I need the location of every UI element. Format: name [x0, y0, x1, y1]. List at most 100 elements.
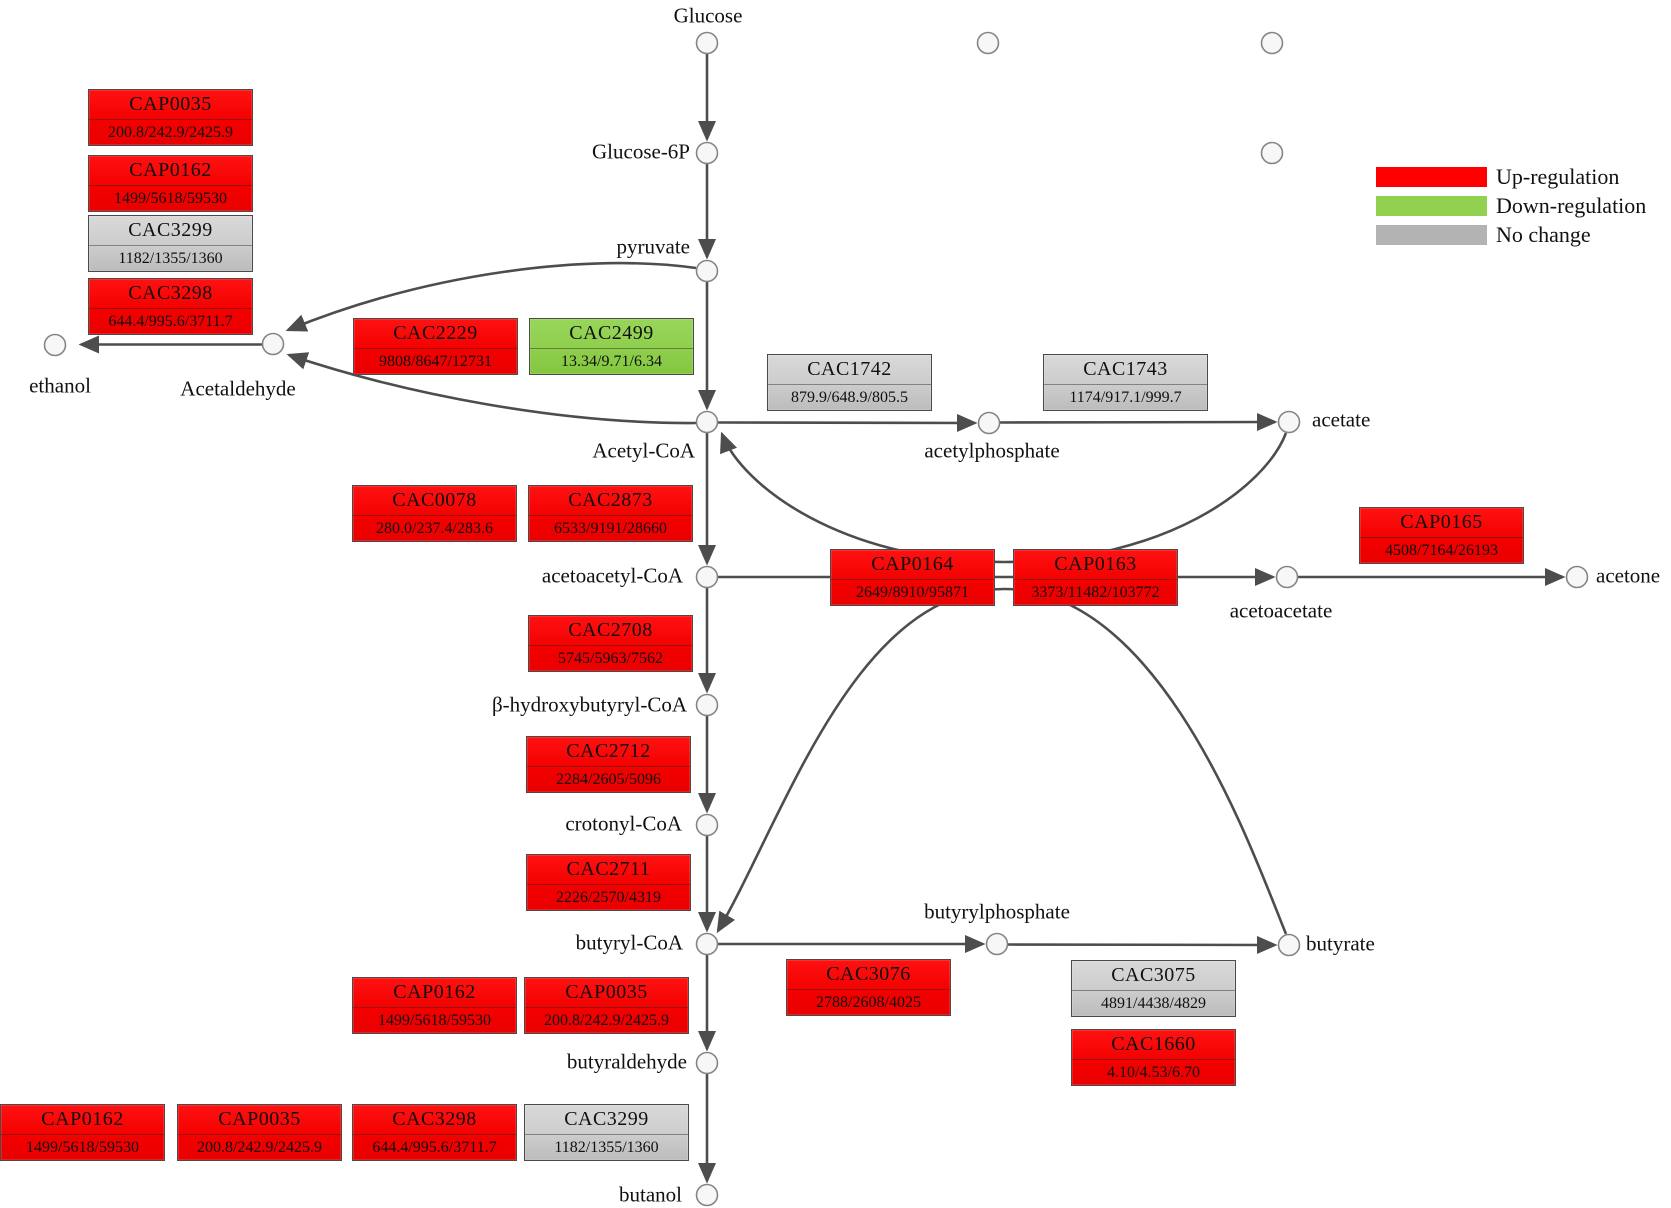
edge-butyrate-to-butyrylcoa [716, 587, 1288, 935]
up-regulation-label: Up-regulation [1496, 163, 1620, 189]
gene-box-cac1742-6: CAC1742 879.9/648.9/805.5 [767, 354, 932, 411]
gene-name: CAC2712 [527, 737, 690, 767]
legend: Up-regulation Down-regulation No change [1376, 162, 1646, 249]
gene-expression-values: 879.9/648.9/805.5 [791, 389, 908, 406]
gene-box-cac2708-13: CAC2708 5745/5963/7562 [528, 615, 693, 672]
down-regulation-label: Down-regulation [1496, 192, 1647, 218]
gene-box-cac3075-17: CAC3075 4891/4438/4829 [1071, 960, 1236, 1017]
legend-item-no-change: No change [1376, 220, 1646, 249]
down-regulation-swatch [1376, 195, 1487, 216]
gene-name: CAP0165 [1360, 508, 1523, 538]
gene-box-cac3076-16: CAC3076 2788/2608/4025 [786, 959, 951, 1016]
gene-expression-values: 200.8/242.9/2425.9 [544, 1012, 669, 1029]
legend-item-down-regulation: Down-regulation [1376, 191, 1646, 220]
no-change-label: No change [1496, 221, 1591, 247]
gene-box-cap0162-1: CAP0162 1499/5618/59530 [88, 155, 253, 212]
gene-box-cap0165-12: CAP0165 4508/7164/26193 [1359, 507, 1524, 564]
up-regulation-swatch [1376, 166, 1487, 187]
gene-name: CAP0035 [525, 978, 688, 1008]
metabolite-label-acetylphosphate: acetylphosphate [924, 438, 1060, 463]
gene-box-cac3299-24: CAC3299 1182/1355/1360 [524, 1104, 689, 1161]
gene-name: CAP0162 [353, 978, 516, 1008]
node-butyrate [1277, 933, 1301, 957]
node-glucose [695, 31, 719, 55]
gene-name: CAC2229 [354, 319, 517, 349]
node-butyrylphosphate [985, 932, 1009, 956]
gene-expression-values: 4508/7164/26193 [1385, 542, 1498, 559]
gene-expression-values: 2284/2605/5096 [556, 771, 661, 788]
gene-box-cac0078-8: CAC0078 280.0/237.4/283.6 [352, 485, 517, 542]
gene-expression-values: 200.8/242.9/2425.9 [197, 1139, 322, 1156]
metabolite-label-butyrate: butyrate [1306, 931, 1375, 956]
gene-box-cac3298-23: CAC3298 644.4/995.6/3711.7 [352, 1104, 517, 1161]
node-acetoacetyl-coa [695, 565, 719, 589]
gene-box-cap0035-22: CAP0035 200.8/242.9/2425.9 [177, 1104, 342, 1161]
gene-expression-values: 5745/5963/7562 [558, 650, 663, 667]
gene-expression-values: 2649/8910/95871 [856, 584, 969, 601]
gene-name: CAC2708 [529, 616, 692, 646]
metabolite-label-butyraldehyde: butyraldehyde [566, 1049, 687, 1074]
metabolite-label-pyruvate: pyruvate [616, 234, 690, 259]
gene-box-cap0162-19: CAP0162 1499/5618/59530 [352, 977, 517, 1034]
gene-name: CAP0035 [178, 1105, 341, 1135]
gene-expression-values: 2788/2608/4025 [816, 994, 921, 1011]
gene-expression-values: 200.8/242.9/2425.9 [108, 124, 233, 141]
gene-expression-values: 6533/9191/28660 [554, 520, 667, 537]
gene-expression-values: 1499/5618/59530 [26, 1139, 139, 1156]
metabolite-label-acetate: acetate [1312, 407, 1371, 432]
gene-box-cac1660-18: CAC1660 4.10/4.53/6.70 [1071, 1029, 1236, 1086]
metabolite-label-acetyl-coa: Acetyl-CoA [592, 438, 695, 463]
metabolite-label-ethanol: ethanol [29, 373, 91, 398]
gene-expression-values: 1499/5618/59530 [378, 1012, 491, 1029]
legend-item-up-regulation: Up-regulation [1376, 162, 1646, 191]
node-butyraldehyde [695, 1051, 719, 1075]
gene-name: CAC2873 [529, 486, 692, 516]
gene-expression-values: 4.10/4.53/6.70 [1107, 1064, 1200, 1081]
gene-box-cac2499-5: CAC2499 13.34/9.71/6.34 [529, 318, 694, 375]
gene-name: CAC3298 [353, 1105, 516, 1135]
gene-name: CAC3298 [89, 279, 252, 309]
orphan-node-1 [976, 31, 1000, 55]
no-change-swatch [1376, 224, 1487, 245]
gene-name: CAP0163 [1014, 550, 1177, 580]
gene-name: CAP0162 [1, 1105, 164, 1135]
gene-box-cac2873-9: CAC2873 6533/9191/28660 [528, 485, 693, 542]
node-acetylphosphate [977, 411, 1001, 435]
node-acetoacetate [1275, 565, 1299, 589]
gene-box-cap0035-0: CAP0035 200.8/242.9/2425.9 [88, 89, 253, 146]
node-ethanol [43, 333, 67, 357]
gene-expression-values: 3373/11482/103772 [1031, 584, 1160, 601]
gene-name: CAC3299 [525, 1105, 688, 1135]
gene-box-cap0164-10: CAP0164 2649/8910/95871 [830, 549, 995, 606]
metabolite-label-crotonyl-coa: crotonyl-CoA [565, 811, 682, 836]
metabolite-label-acetaldehyde: Acetaldehyde [180, 376, 296, 401]
gene-expression-values: 13.34/9.71/6.34 [561, 353, 662, 370]
gene-expression-values: 2226/2570/4319 [556, 889, 661, 906]
gene-name: CAC1660 [1072, 1030, 1235, 1060]
edge-acetylcoa-to-acetaldehyde [286, 352, 697, 425]
node-acetaldehyde [261, 332, 285, 356]
metabolite-label-acetoacetate: acetoacetate [1229, 598, 1333, 623]
node-crotonyl-coa [695, 813, 719, 837]
metabolite-label-butanol: butanol [619, 1182, 682, 1207]
gene-box-cac1743-7: CAC1743 1174/917.1/999.7 [1043, 354, 1208, 411]
gene-box-cap0035-20: CAP0035 200.8/242.9/2425.9 [524, 977, 689, 1034]
gene-box-cac2711-15: CAC2711 2226/2570/4319 [526, 854, 691, 911]
gene-box-cac2229-4: CAC2229 9808/8647/12731 [353, 318, 518, 375]
node-acetyl-coa [695, 410, 719, 434]
gene-name: CAC3076 [787, 960, 950, 990]
gene-name: CAP0164 [831, 550, 994, 580]
node-butanol [695, 1183, 719, 1207]
metabolite-label-butyryl-coa: butyryl-CoA [575, 930, 683, 955]
node-glucose-6p [695, 141, 719, 165]
node-acetone [1565, 565, 1589, 589]
gene-name: CAC2711 [527, 855, 690, 885]
node-acetate [1277, 410, 1301, 434]
node-b-hydroxybutyryl-coa [695, 693, 719, 717]
gene-name: CAP0162 [89, 156, 252, 186]
metabolite-label-glucose-6p: Glucose-6P [592, 139, 690, 164]
gene-box-cac2712-14: CAC2712 2284/2605/5096 [526, 736, 691, 793]
gene-expression-values: 644.4/995.6/3711.7 [372, 1139, 497, 1156]
